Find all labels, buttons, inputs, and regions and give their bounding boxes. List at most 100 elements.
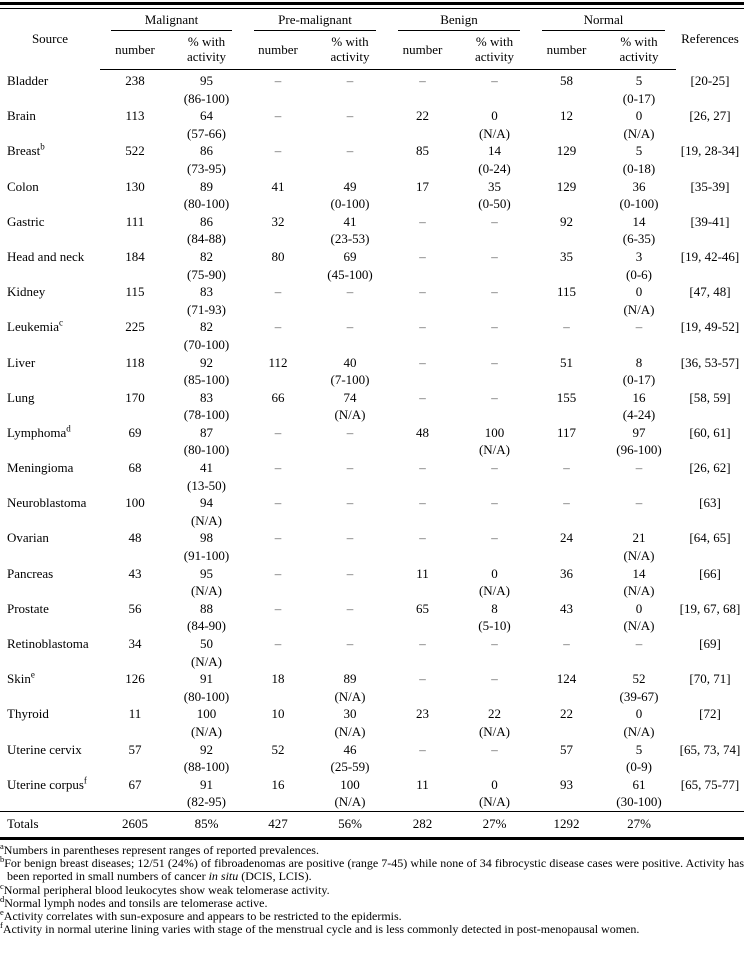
table-row: Brain 113 64 (57-66) – –22 0 (N/A) 12 0 (N/A) [26, …	[0, 107, 744, 142]
cell-value: –	[346, 73, 354, 88]
data-cell: –	[458, 70, 531, 108]
references-value: [65, 75-77]	[680, 776, 740, 792]
cell-range	[313, 477, 387, 495]
data-cell: 130	[100, 178, 170, 213]
source-cell: Colon	[0, 178, 100, 213]
cell-range: (39-67)	[619, 688, 659, 704]
cell-value: 91	[200, 671, 213, 687]
data-cell: 49 (0-100)	[313, 178, 387, 213]
cell-value: –	[274, 143, 282, 159]
cell-range: (N/A)	[190, 653, 223, 669]
cell-range	[313, 125, 387, 143]
references-header: References	[681, 31, 739, 47]
data-cell: –	[458, 459, 531, 494]
data-cell: 94 (N/A)	[170, 494, 243, 529]
cell-value: 0	[635, 706, 643, 722]
cell-value: 18	[271, 671, 285, 687]
cell-range: (N/A)	[623, 583, 655, 599]
cell-range	[387, 160, 458, 178]
table-row: Breastb 522 86 (73-95) – – 85 14 (0-24) 129 5 (0-18…	[0, 142, 744, 177]
data-cell: 43	[531, 600, 602, 635]
data-cell: –	[387, 459, 458, 494]
data-cell: 92	[531, 213, 602, 248]
data-cell: 74 (N/A)	[313, 389, 387, 424]
cell-value: –	[346, 600, 354, 616]
data-cell: –	[313, 424, 387, 459]
cell-range: (N/A)	[623, 125, 655, 141]
table-row: Neuroblastoma 100 94 (N/A) – – – – – – [63]	[0, 494, 744, 529]
source-cell: Retinoblastoma	[0, 635, 100, 670]
cell-range: (N/A)	[623, 618, 655, 634]
totals-cell: 27%	[458, 810, 531, 840]
cell-value: 85	[416, 143, 429, 159]
data-cell: 52	[243, 741, 313, 776]
references-value: [63]	[699, 495, 721, 511]
data-cell: –	[243, 494, 313, 529]
cell-value: 8	[635, 354, 643, 370]
cell-value: 57	[560, 741, 573, 757]
cell-value: –	[419, 495, 426, 511]
cell-value: 115	[556, 284, 577, 300]
source-cell: Pancreas	[0, 565, 100, 600]
cell-range	[387, 266, 458, 284]
cell-range: (6-35)	[622, 231, 656, 247]
cell-range: (80-100)	[183, 196, 230, 212]
data-cell: 97 (96-100)	[602, 424, 676, 459]
data-cell: –	[458, 248, 531, 283]
data-cell: –	[531, 318, 602, 353]
cell-range	[387, 301, 458, 319]
cell-range	[531, 547, 602, 565]
cell-range	[387, 336, 458, 354]
cell-value: 92	[560, 213, 573, 229]
data-cell: 117	[531, 424, 602, 459]
data-cell: –	[243, 565, 313, 600]
footnote-marker: e	[30, 669, 35, 680]
cell-range	[602, 512, 676, 530]
cell-range	[100, 230, 170, 248]
cell-value: –	[274, 530, 282, 546]
cell-range	[243, 758, 313, 776]
cell-range: (0-6)	[626, 266, 652, 282]
data-cell: –	[602, 494, 676, 529]
group-header-premalignant: Pre-malignant	[243, 9, 387, 31]
group-header-malignant: Malignant	[100, 9, 243, 31]
footnote-marker: c	[58, 317, 63, 328]
cell-range	[387, 195, 458, 213]
references-cell: [26, 62]	[676, 459, 744, 494]
cell-range: (N/A)	[478, 723, 511, 739]
cell-range: (84-90)	[187, 618, 226, 634]
cell-value: –	[346, 284, 354, 300]
cell-range	[313, 441, 387, 459]
cell-value: 69	[128, 424, 142, 440]
footnote-marker: b	[0, 854, 5, 865]
source-cell: Breastb	[0, 142, 100, 177]
cell-range	[243, 406, 313, 424]
data-cell: –	[458, 389, 531, 424]
cell-range	[313, 653, 387, 671]
cell-value: 23	[416, 706, 429, 722]
cell-range: (N/A)	[623, 301, 655, 317]
table-row: Lung 170 83 (78-100) 66 74 (N/A) – – 155 16 (4-24) […	[0, 389, 744, 424]
source-cell: Ovarian	[0, 529, 100, 564]
cell-range	[458, 336, 531, 354]
cell-range	[100, 90, 170, 108]
data-cell: 24	[531, 529, 602, 564]
cell-range	[531, 195, 602, 213]
source-cell: Uterine cervix	[0, 741, 100, 776]
cell-range: (N/A)	[334, 688, 366, 704]
cell-value: 10	[271, 706, 285, 722]
cell-range	[243, 441, 313, 459]
data-cell: –	[531, 459, 602, 494]
cell-value: 100	[484, 424, 505, 440]
cell-value: 17	[416, 178, 429, 194]
data-cell: –	[387, 283, 458, 318]
table-row: Thyroid 11 100 (N/A) 10 30 (N/A) 23 22 (N/A) 22 0 (N…	[0, 705, 744, 740]
data-cell: 18	[243, 670, 313, 705]
data-cell: 93	[531, 776, 602, 812]
source-label: Colon	[7, 178, 39, 194]
cell-range	[100, 512, 170, 530]
cell-range: (57-66)	[187, 125, 226, 141]
subheader-malignant-number: number	[100, 31, 170, 70]
cell-value: –	[635, 636, 643, 651]
cell-range	[458, 266, 531, 284]
